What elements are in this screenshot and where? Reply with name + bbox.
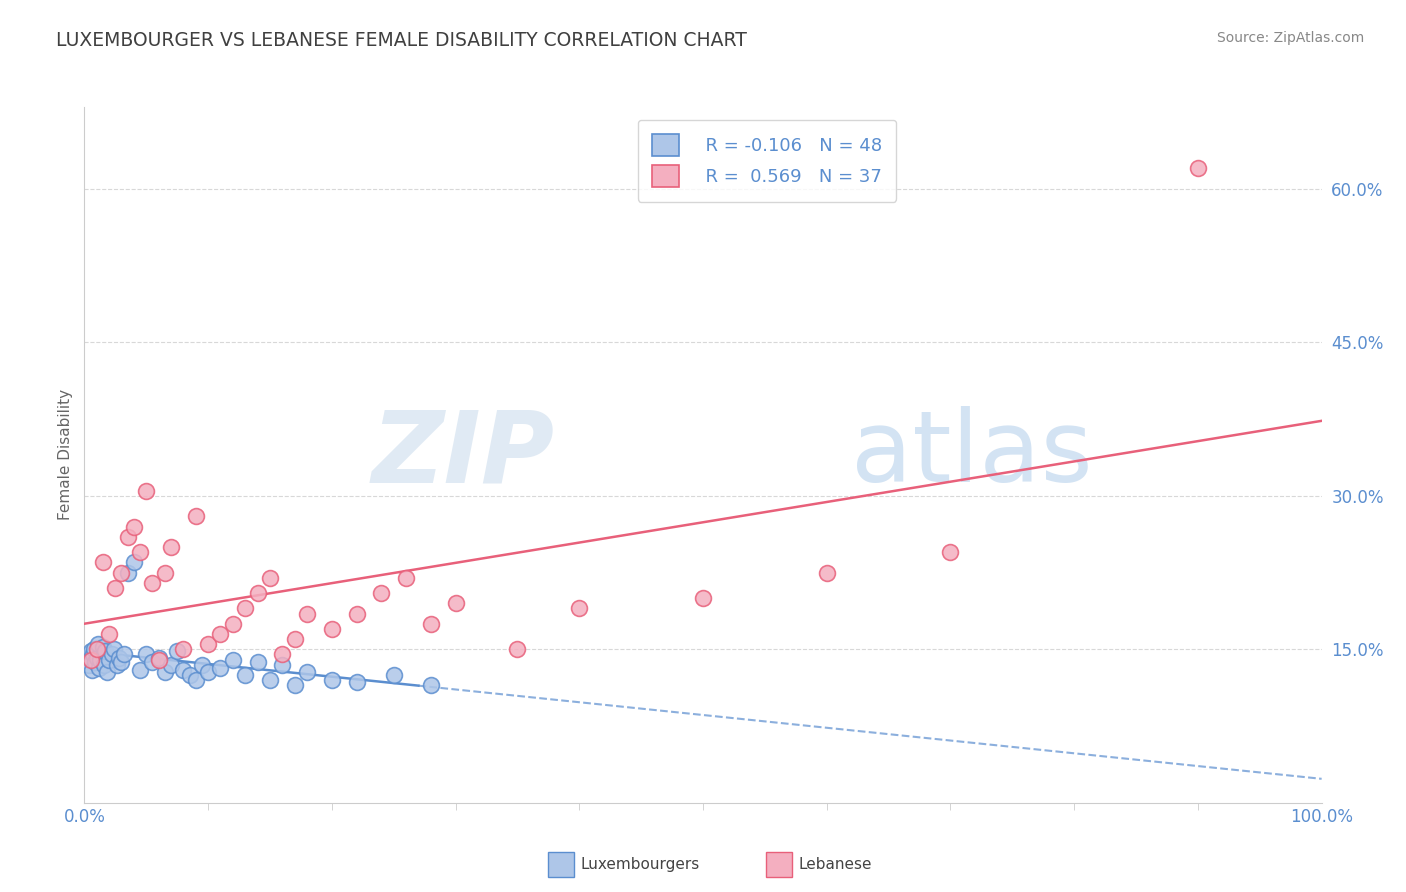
Point [82,648,104,662]
Point [815,566,838,580]
Point [96,665,118,679]
Point [100,648,122,662]
Point [86,650,108,665]
Point [172,663,194,677]
Point [1187,161,1209,176]
Point [346,607,368,621]
Point [506,642,529,657]
Point [129,545,152,559]
Point [110,655,132,669]
Point [91,640,114,655]
Point [295,665,318,679]
Point [197,665,219,679]
Point [160,540,183,554]
Point [160,657,183,672]
Point [105,657,128,672]
Point [568,601,591,615]
Point [284,632,307,646]
Point [382,668,405,682]
Point [86,642,108,657]
Point [419,678,441,692]
Point [370,586,392,600]
Point [271,648,294,662]
Point [153,566,176,580]
Point [692,591,714,606]
Point [172,642,194,657]
Point [83,642,105,657]
Point [98,627,121,641]
Point [84,655,107,669]
Point [179,668,201,682]
Point [89,661,111,675]
Point [141,575,163,590]
Point [209,661,232,675]
Point [122,555,145,569]
Point [197,637,219,651]
Point [939,545,962,559]
Text: Lebanese: Lebanese [799,857,872,871]
Point [233,601,256,615]
Point [295,607,318,621]
Point [395,571,418,585]
Point [246,586,269,600]
Point [79,652,101,666]
Point [91,555,114,569]
Point [80,663,103,677]
Point [79,644,101,658]
Text: ZIP: ZIP [371,407,554,503]
Point [321,673,343,687]
Point [259,571,281,585]
Point [104,581,127,595]
Point [166,644,188,658]
Text: LUXEMBOURGER VS LEBANESE FEMALE DISABILITY CORRELATION CHART: LUXEMBOURGER VS LEBANESE FEMALE DISABILI… [56,31,747,50]
Point [129,663,152,677]
Point [87,637,110,651]
Point [110,566,132,580]
Point [222,616,245,631]
Point [222,652,245,666]
Point [93,657,115,672]
Point [135,483,157,498]
Point [184,673,207,687]
Point [79,657,101,672]
Y-axis label: Female Disability: Female Disability [58,389,73,521]
Point [141,655,163,669]
Point [94,644,117,658]
Point [184,509,207,524]
Point [89,652,111,666]
Text: Source: ZipAtlas.com: Source: ZipAtlas.com [1216,31,1364,45]
Point [122,519,145,533]
Point [444,596,467,610]
Text: atlas: atlas [852,407,1092,503]
Point [148,650,170,665]
Point [77,650,100,665]
Point [117,530,139,544]
Point [103,642,125,657]
Point [148,652,170,666]
Legend:   R = -0.106   N = 48,   R =  0.569   N = 37: R = -0.106 N = 48, R = 0.569 N = 37 [638,120,897,202]
Point [346,675,368,690]
Text: Luxembourgers: Luxembourgers [581,857,700,871]
Point [98,652,121,666]
Point [209,627,232,641]
Point [153,665,176,679]
Point [117,566,139,580]
Point [419,616,441,631]
Point [233,668,256,682]
Point [284,678,307,692]
Point [135,648,157,662]
Point [321,622,343,636]
Point [191,657,214,672]
Point [246,655,269,669]
Point [259,673,281,687]
Point [112,648,135,662]
Point [271,657,294,672]
Point [108,650,131,665]
